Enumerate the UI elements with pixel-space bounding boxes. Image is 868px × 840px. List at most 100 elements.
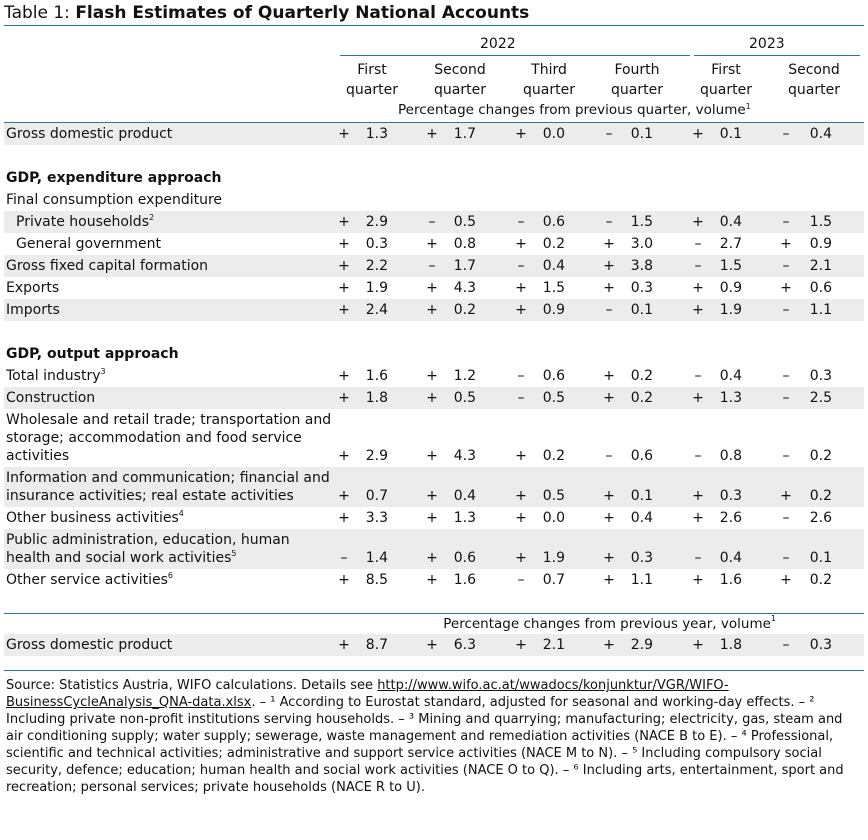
sign: + (338, 637, 350, 653)
quarter-header-line: quarter (434, 82, 486, 98)
value-cell: +0.3 (338, 235, 418, 253)
value: 1.2 (453, 368, 476, 384)
sign: + (780, 488, 792, 504)
row-values: +1.3 +1.7 +0.0–0.1 +0.1–0.4 (334, 125, 864, 143)
sign: + (515, 236, 527, 252)
value: 0.2 (809, 488, 832, 504)
quarter-header-line: quarter (788, 82, 840, 98)
value: 0.2 (630, 390, 653, 406)
table-row: Construction +1.8 +0.5–0.5 +0.2 +1.3–2.5 (4, 387, 864, 409)
row-label: Exports (4, 277, 336, 299)
sign: + (426, 126, 438, 142)
year-2023: 2023 (749, 36, 785, 52)
sign: + (692, 214, 704, 230)
value: 0.1 (630, 126, 653, 142)
value: 0.3 (365, 236, 388, 252)
value-cell: +1.9 (692, 301, 772, 319)
value: 2.9 (365, 214, 388, 230)
value-cell: – 1.4 (338, 549, 418, 567)
section-heading: GDP, expenditure approach (4, 167, 864, 189)
value-cell: – 0.4 (692, 549, 772, 567)
value-cell: +1.3 (426, 509, 506, 527)
row-label-text: Other business activities (6, 510, 179, 526)
sign: + (515, 550, 527, 566)
value: 1.5 (719, 258, 742, 274)
sign: – (782, 302, 790, 318)
value-cell: – 1.7 (426, 257, 506, 275)
row-label-text: Gross fixed capital formation (6, 258, 209, 274)
unit-yoy: Percentage changes from previous year, v… (443, 614, 776, 632)
value: 0.0 (542, 126, 565, 142)
row-label: Gross fixed capital formation (4, 255, 336, 277)
value: 1.9 (365, 280, 388, 296)
value: 2.5 (809, 390, 832, 406)
row-label-text: Gross domestic product (6, 126, 173, 142)
table-row: Other service activities6 +8.5 +1.6–0.7 +1.… (4, 569, 864, 591)
value-cell: – 0.4 (692, 367, 772, 385)
sign: + (338, 126, 350, 142)
value: 4.3 (453, 280, 476, 296)
value: 0.9 (809, 236, 832, 252)
value: 0.2 (809, 572, 832, 588)
sign: + (338, 214, 350, 230)
value-cell: +0.6 (426, 549, 506, 567)
quarter-header-line: Fourth (614, 62, 660, 78)
footnote-text: . – ¹ According to Eurostat standard, ad… (6, 695, 844, 795)
quarter-header-line: quarter (346, 82, 398, 98)
quarter-header-line: Third (531, 62, 567, 78)
value-cell: +1.8 (338, 389, 418, 407)
value: 0.5 (453, 390, 476, 406)
value-cell: +0.0 (515, 125, 595, 143)
value-cell: – 0.1 (603, 125, 683, 143)
table-row: General government +0.3 +0.8 +0.2 +3.0–2.7 +0… (4, 233, 864, 255)
row-label-text: Other service activities (6, 572, 168, 588)
value: 0.4 (809, 126, 832, 142)
sign: + (692, 390, 704, 406)
sign: + (603, 637, 615, 653)
sign: + (692, 637, 704, 653)
value: 0.8 (453, 236, 476, 252)
value-cell: +2.9 (338, 213, 418, 231)
sign: + (603, 550, 615, 566)
sign: + (603, 236, 615, 252)
sign: + (692, 510, 704, 526)
value-cell: – 0.7 (515, 571, 595, 589)
table-row: Exports +1.9 +4.3 +1.5 +0.3 +0.9 +0.6 (4, 277, 864, 299)
sign: + (338, 448, 350, 464)
value: 0.7 (365, 488, 388, 504)
sign: – (782, 550, 790, 566)
value: 0.4 (719, 550, 742, 566)
value-cell: +1.9 (338, 279, 418, 297)
value: 0.8 (719, 448, 742, 464)
value: 1.5 (542, 280, 565, 296)
quarter-header-line: First (711, 62, 741, 78)
sign: – (517, 572, 525, 588)
value: 0.4 (630, 510, 653, 526)
row-label-text: GDP, expenditure approach (6, 170, 222, 186)
value: 2.7 (719, 236, 742, 252)
sign: + (338, 488, 350, 504)
spacer (4, 656, 864, 670)
value-cell: – 0.6 (515, 213, 595, 231)
value: 0.4 (719, 214, 742, 230)
table-row: Gross fixed capital formation +2.2–1.7–0.… (4, 255, 864, 277)
row-label: Total industry3 (4, 365, 336, 387)
row-label: Private households2 (4, 211, 336, 233)
value: 2.6 (809, 510, 832, 526)
value-cell: +0.4 (426, 487, 506, 505)
spacer (4, 591, 864, 613)
sign: – (605, 302, 613, 318)
value: 1.6 (365, 368, 388, 384)
table-body: Gross domestic product +1.3 +1.7 +0.0–0.1 +0… (4, 123, 864, 591)
sign: – (517, 390, 525, 406)
quarter-header-line: Second (434, 62, 486, 78)
value-cell: +0.2 (780, 571, 860, 589)
value: 0.0 (542, 510, 565, 526)
value-cell: +3.8 (603, 257, 683, 275)
value: 0.2 (809, 448, 832, 464)
row-label: Public administration, education, human … (4, 529, 336, 569)
sign: – (428, 214, 436, 230)
value-cell: – 0.6 (515, 367, 595, 385)
value: 1.7 (453, 126, 476, 142)
data-link[interactable]: http://www.wifo.ac.at/wwadocs/konjunktur… (6, 678, 729, 710)
